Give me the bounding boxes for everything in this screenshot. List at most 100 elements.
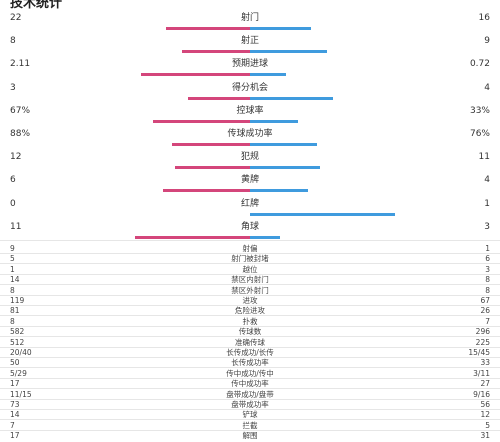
divider — [0, 336, 500, 338]
bar-stat-row: 0 红牌 1 — [0, 197, 500, 220]
away-value: 3/11 — [473, 368, 490, 378]
away-value: 6 — [485, 254, 490, 264]
home-value: 2.11 — [10, 59, 31, 70]
home-value: 1 — [10, 264, 15, 274]
stat-label: 犯规 — [240, 152, 259, 163]
home-value: 582 — [10, 327, 25, 337]
away-value: 1 — [485, 244, 490, 253]
stat-row: 582 传球数 296 — [0, 326, 500, 338]
home-value: 9 — [10, 244, 15, 253]
bar-stat-row: 8 射正 9 — [0, 34, 500, 57]
divider — [0, 429, 500, 431]
home-value: 17 — [10, 379, 20, 389]
stat-row: 73 盘带成功率 56 — [0, 399, 500, 411]
away-bar — [250, 119, 298, 123]
bar-stat-row: 88% 传球成功率 76% — [0, 127, 500, 150]
home-bar — [172, 143, 250, 146]
stat-row: 14 铲球 12 — [0, 409, 500, 421]
away-bar — [250, 212, 395, 216]
stat-label: 准确传球 — [235, 337, 265, 347]
home-value: 11 — [10, 221, 22, 232]
stat-label: 进攻 — [242, 296, 258, 305]
stat-row: 8 禁区外射门 8 — [0, 285, 500, 297]
bar-stat-row: 11 角球 3 — [0, 220, 500, 243]
stat-row: 11/15 盘带成功/盘带 9/16 — [0, 389, 500, 401]
stat-label: 控球率 — [236, 105, 264, 116]
home-value: 20/40 — [10, 348, 32, 357]
away-value: 11 — [478, 152, 490, 163]
home-value: 5 — [10, 254, 15, 264]
away-value: 9 — [484, 36, 490, 47]
away-value: 27 — [480, 379, 490, 389]
away-value: 1 — [484, 198, 490, 209]
away-value: 16 — [478, 13, 490, 23]
home-value: 11/15 — [10, 389, 32, 399]
away-bar — [250, 235, 280, 239]
bar-stat-row: 2.11 预期进球 0.72 — [0, 57, 500, 80]
stat-label: 盘带成功/盘带 — [226, 389, 274, 399]
stat-label: 禁区内射门 — [231, 275, 269, 285]
home-value: 7 — [10, 420, 15, 430]
divider — [0, 273, 500, 275]
stat-label: 得分机会 — [231, 82, 268, 93]
bar-stat-row: 6 黄牌 4 — [0, 173, 500, 196]
stat-row: 7 拦截 5 — [0, 420, 500, 432]
stat-label: 传中成功/传中 — [226, 368, 274, 378]
home-bar — [188, 96, 250, 100]
away-value: 12 — [480, 410, 490, 420]
away-value: 56 — [480, 400, 490, 409]
away-value: 33 — [480, 358, 490, 368]
away-value: 3 — [485, 264, 490, 274]
home-value: 119 — [10, 296, 25, 305]
stat-row: 17 传中成功率 27 — [0, 378, 500, 390]
stat-row: 20/40 长传成功/长传 15/45 — [0, 347, 500, 359]
home-value: 50 — [10, 358, 20, 368]
away-value: 4 — [484, 82, 490, 93]
divider — [0, 398, 500, 400]
away-value: 7 — [485, 316, 490, 326]
divider — [0, 263, 500, 265]
home-value: 22 — [10, 13, 22, 23]
stat-label: 红牌 — [240, 198, 259, 209]
divider — [0, 304, 500, 306]
stat-label: 黄牌 — [240, 175, 259, 186]
stat-row: 50 长传成功率 33 — [0, 357, 500, 369]
stat-label: 角球 — [240, 221, 259, 232]
home-value: 6 — [10, 175, 16, 186]
home-bar — [182, 50, 250, 54]
stat-label: 铲球 — [242, 410, 258, 420]
home-bar — [175, 166, 250, 170]
stat-row: 8 扑救 7 — [0, 316, 500, 328]
away-value: 5 — [485, 420, 490, 430]
divider — [0, 252, 500, 254]
stat-row: 81 危险进攻 26 — [0, 305, 500, 317]
stat-label: 盘带成功率 — [231, 400, 269, 409]
home-value: 88% — [10, 129, 31, 139]
home-value: 5/29 — [10, 368, 27, 378]
divider — [0, 240, 500, 241]
stat-label: 解围 — [242, 431, 258, 441]
home-bar — [166, 27, 250, 30]
stat-row: 5 射门被封堵 6 — [0, 253, 500, 265]
home-bar — [135, 235, 250, 239]
home-value: 12 — [10, 152, 22, 163]
away-value: 33% — [469, 105, 490, 116]
stat-label: 扑救 — [242, 316, 258, 326]
home-bar — [141, 73, 250, 77]
divider — [0, 408, 500, 410]
stat-row: 14 禁区内射门 8 — [0, 274, 500, 286]
stat-label: 越位 — [242, 264, 258, 274]
home-value: 67% — [10, 105, 31, 116]
stat-label: 传球成功率 — [227, 129, 273, 139]
away-value: 0.72 — [469, 59, 490, 70]
home-value: 81 — [10, 306, 20, 316]
away-value: 67 — [480, 296, 490, 305]
away-value: 8 — [485, 275, 490, 285]
away-value: 8 — [485, 285, 490, 295]
divider — [0, 388, 500, 390]
away-value: 26 — [480, 306, 490, 316]
away-bar — [250, 166, 320, 170]
bar-stat-row: 3 得分机会 4 — [0, 81, 500, 104]
stat-label: 射门被封堵 — [231, 254, 269, 264]
away-value: 3 — [484, 221, 490, 232]
